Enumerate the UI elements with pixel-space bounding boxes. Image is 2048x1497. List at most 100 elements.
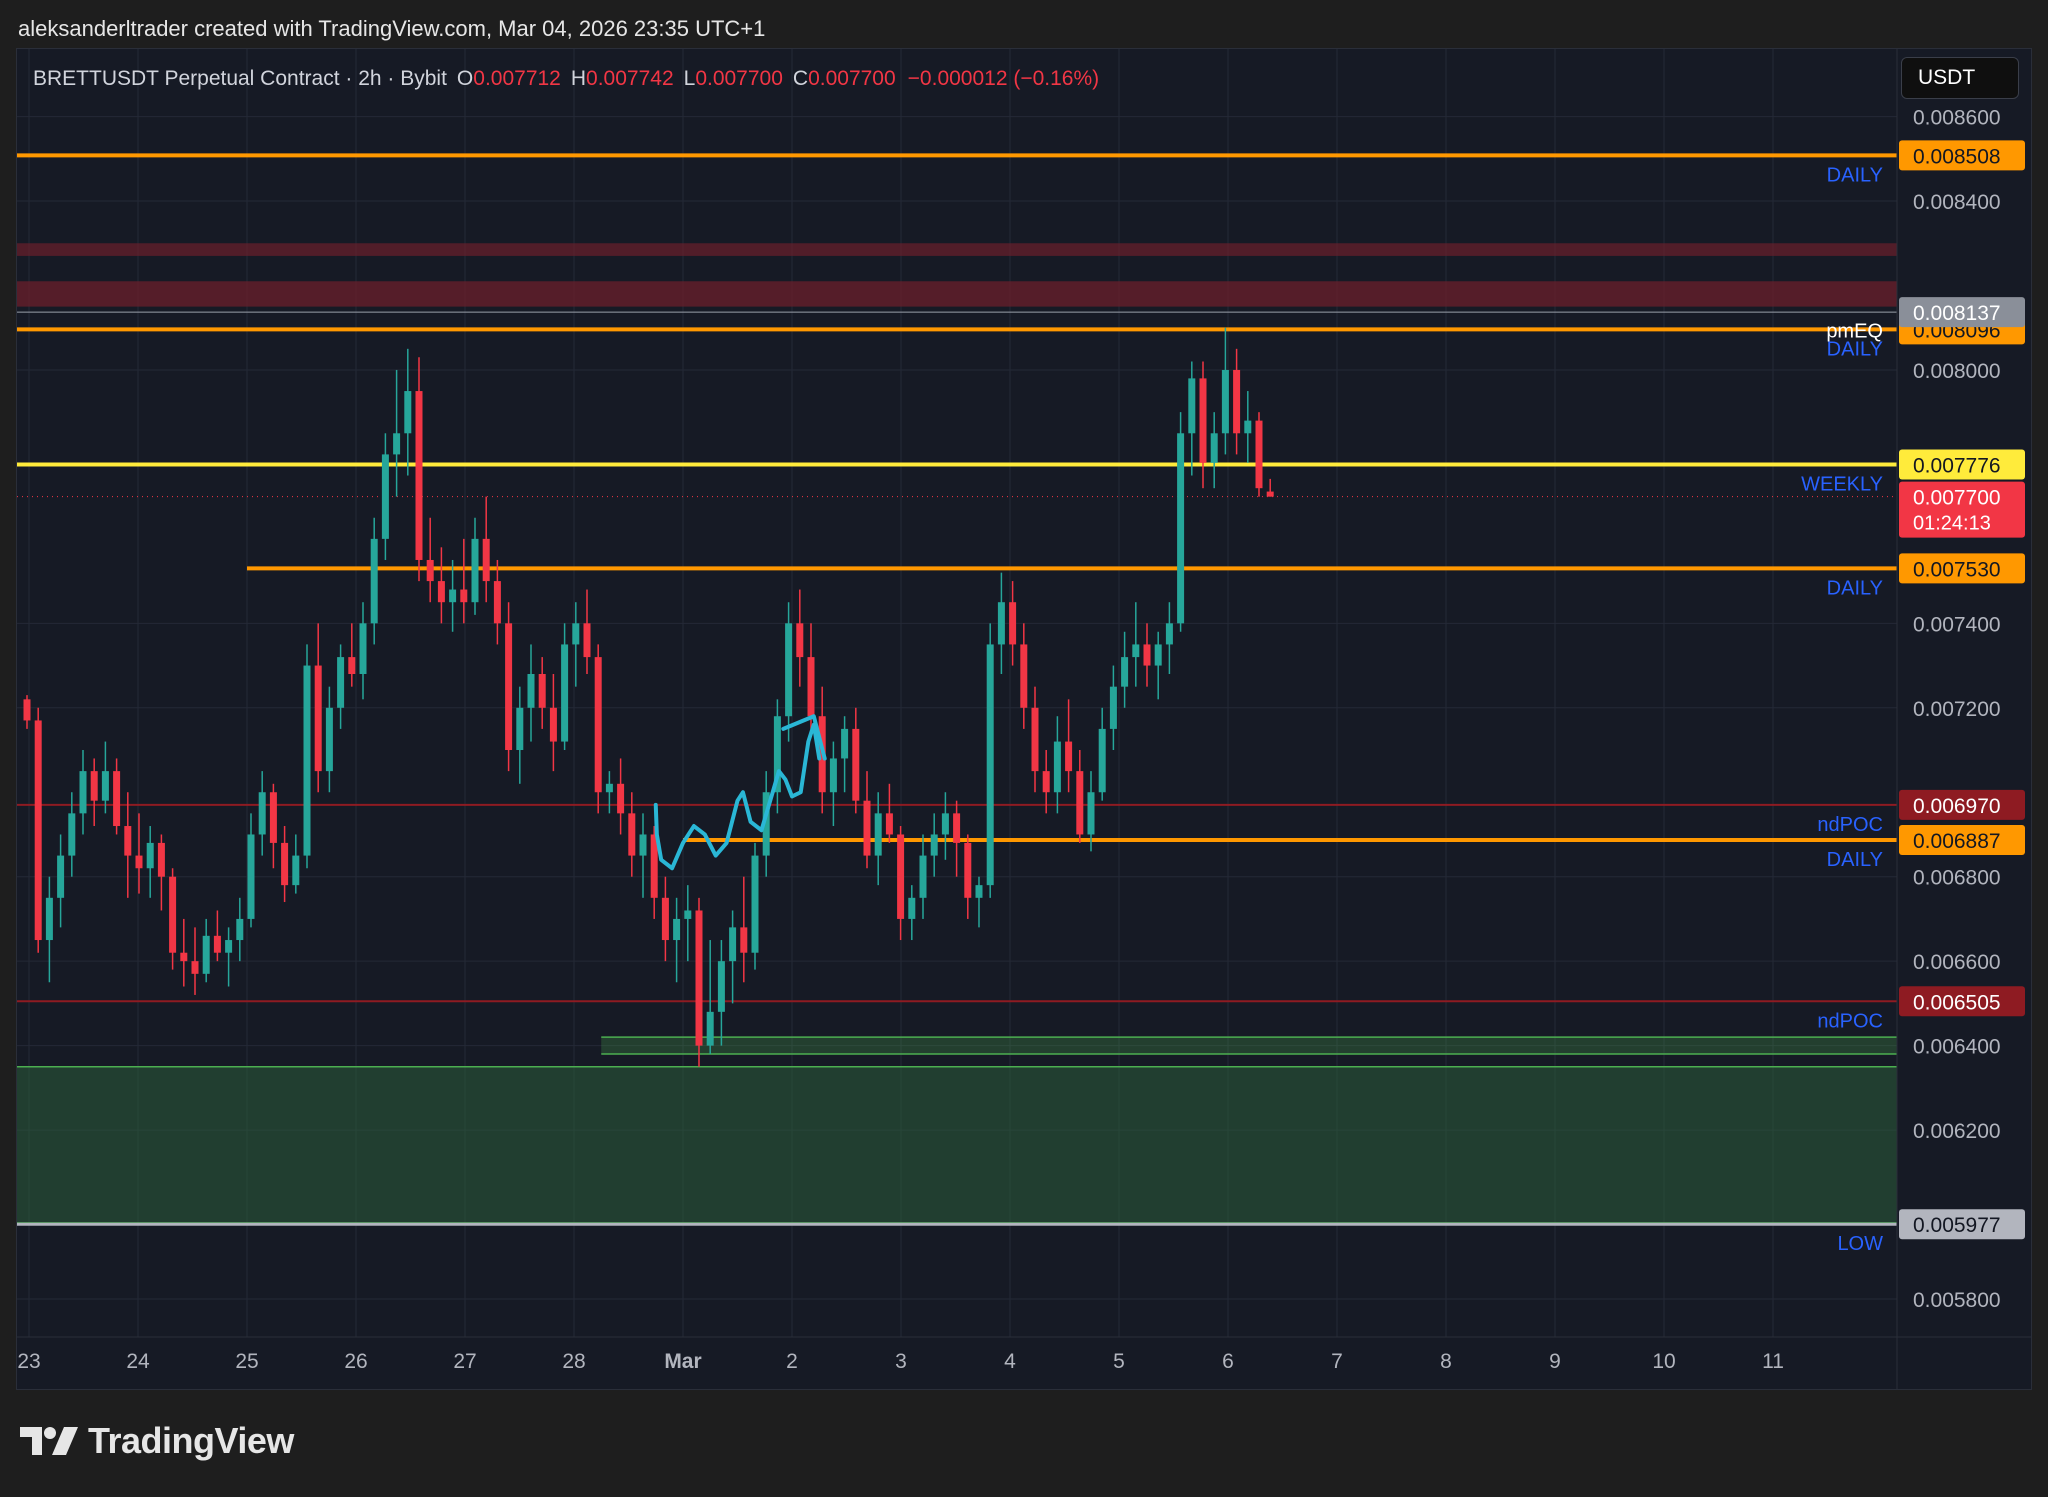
price-tick-label: 0.006400 [1913, 1036, 2001, 1059]
price-tag: 0.008137 [1899, 297, 2025, 328]
candle-body [885, 813, 893, 835]
time-tick-label: 6 [1222, 1350, 1234, 1373]
zone [17, 1066, 1897, 1223]
candle-body [807, 657, 815, 717]
chart-frame[interactable]: 0.008600 0.008400 0.008000 0.007400 0.007200… [16, 48, 2032, 1390]
candle-body [516, 707, 524, 751]
candle-body [124, 826, 132, 856]
price-tag-bg [1899, 986, 2025, 1017]
price-tag-label: 0.006970 [1913, 795, 2001, 818]
legend-change: −0.000012 (−0.16%) [907, 67, 1100, 90]
current-price-tag-label: 0.007700 [1913, 487, 2001, 510]
level-note: DAILY [1827, 338, 1883, 360]
price-tag: 0.006970 [1899, 789, 2025, 820]
legend-symbol[interactable]: BRETTUSDT Perpetual Contract · 2h · Bybi… [33, 67, 447, 90]
candle-body [1020, 644, 1028, 708]
time-tick-label: 11 [1762, 1350, 1784, 1373]
candle-body [908, 897, 916, 919]
candle-body [673, 918, 681, 941]
candle-body [404, 391, 412, 434]
candle-body [1199, 378, 1207, 463]
candle-body [213, 935, 221, 953]
time-tick-label: 10 [1652, 1350, 1675, 1373]
level-note: WEEKLY [1801, 474, 1883, 496]
brand-name: TradingView [88, 1420, 294, 1461]
candle-body [773, 716, 781, 793]
candle-body [202, 935, 210, 974]
price-tag: 0.008508 [1899, 140, 2025, 171]
price-tag-label: 0.006887 [1913, 830, 2001, 853]
candle-body [146, 842, 154, 869]
candle-body [953, 813, 961, 843]
candle-body [169, 876, 177, 953]
time-tick-label: 26 [344, 1350, 367, 1373]
time-tick-label: Mar [664, 1350, 701, 1373]
candle-body [997, 602, 1005, 645]
candle-body [841, 728, 849, 759]
candle-body [258, 792, 266, 835]
price-tag-label: 0.005977 [1913, 1214, 2001, 1237]
price-tick-label: 0.006200 [1913, 1120, 2001, 1143]
candle-body [1042, 771, 1050, 793]
candle-body [1221, 369, 1229, 434]
candle-body [314, 665, 322, 772]
candle-body [605, 783, 613, 793]
price-tick-label: 0.005800 [1913, 1289, 2001, 1312]
price-tag-bg [1899, 297, 2025, 328]
candle-body [1109, 686, 1117, 729]
price-tag-label: 0.006505 [1913, 991, 2001, 1014]
candle-body [975, 885, 983, 898]
candle-body [101, 771, 109, 801]
candle-body [594, 657, 602, 793]
candle-body [471, 538, 479, 603]
time-tick-label: 5 [1113, 1350, 1125, 1373]
candle-body [393, 433, 401, 455]
candle-body [292, 855, 300, 886]
candle-body [785, 623, 793, 717]
candle-body [57, 855, 65, 898]
candle-body [572, 623, 580, 645]
legend-open-label: O [456, 67, 474, 90]
candles [23, 327, 1274, 1067]
price-tag-bg [1899, 140, 2025, 171]
candle-body [1143, 644, 1151, 666]
chart-canvas[interactable]: 0.008600 0.008400 0.008000 0.007400 0.007200… [17, 49, 2032, 1390]
price-tick-label: 0.008000 [1913, 360, 2001, 383]
legend-low-value: 0.007700 [695, 67, 783, 90]
time-tick-label: 28 [562, 1350, 585, 1373]
currency-button[interactable]: USDT [1901, 57, 2019, 99]
candle-body [449, 589, 457, 603]
price-tick-label: 0.006600 [1913, 951, 2001, 974]
level-note: LOW [1837, 1233, 1883, 1255]
legend-high-label: H [570, 67, 587, 90]
candle-body [493, 581, 501, 624]
time-tick-label: 3 [895, 1350, 907, 1373]
time-tick-label: 23 [17, 1350, 40, 1373]
candle-body [303, 665, 311, 856]
header-caption: aleksanderltrader created with TradingVi… [18, 16, 766, 41]
candle-body [45, 897, 53, 941]
candle-body [1266, 491, 1274, 497]
candle-body [1132, 644, 1140, 658]
candle-body [337, 657, 345, 708]
price-tag-bg [1899, 449, 2025, 480]
candle-body [281, 842, 289, 886]
candle-body [1009, 602, 1017, 645]
candle-body [23, 699, 31, 721]
candle-body [740, 927, 748, 953]
candle-body [930, 834, 938, 856]
candle-body [359, 623, 367, 674]
price-tag-bg [1899, 553, 2025, 584]
candle-body [415, 391, 423, 560]
candle-body [1121, 657, 1129, 687]
time-tick-label: 24 [126, 1350, 150, 1373]
zone [17, 243, 1897, 256]
time-tick-label: 9 [1549, 1350, 1561, 1373]
candle-body [583, 623, 591, 658]
candle-body [1210, 433, 1218, 463]
candle-body [426, 559, 434, 582]
candle-body [717, 961, 725, 1012]
current-price-tag: 0.007700 01:24:13 [1899, 481, 2025, 538]
candle-body [628, 813, 636, 856]
candle-body [549, 707, 557, 742]
